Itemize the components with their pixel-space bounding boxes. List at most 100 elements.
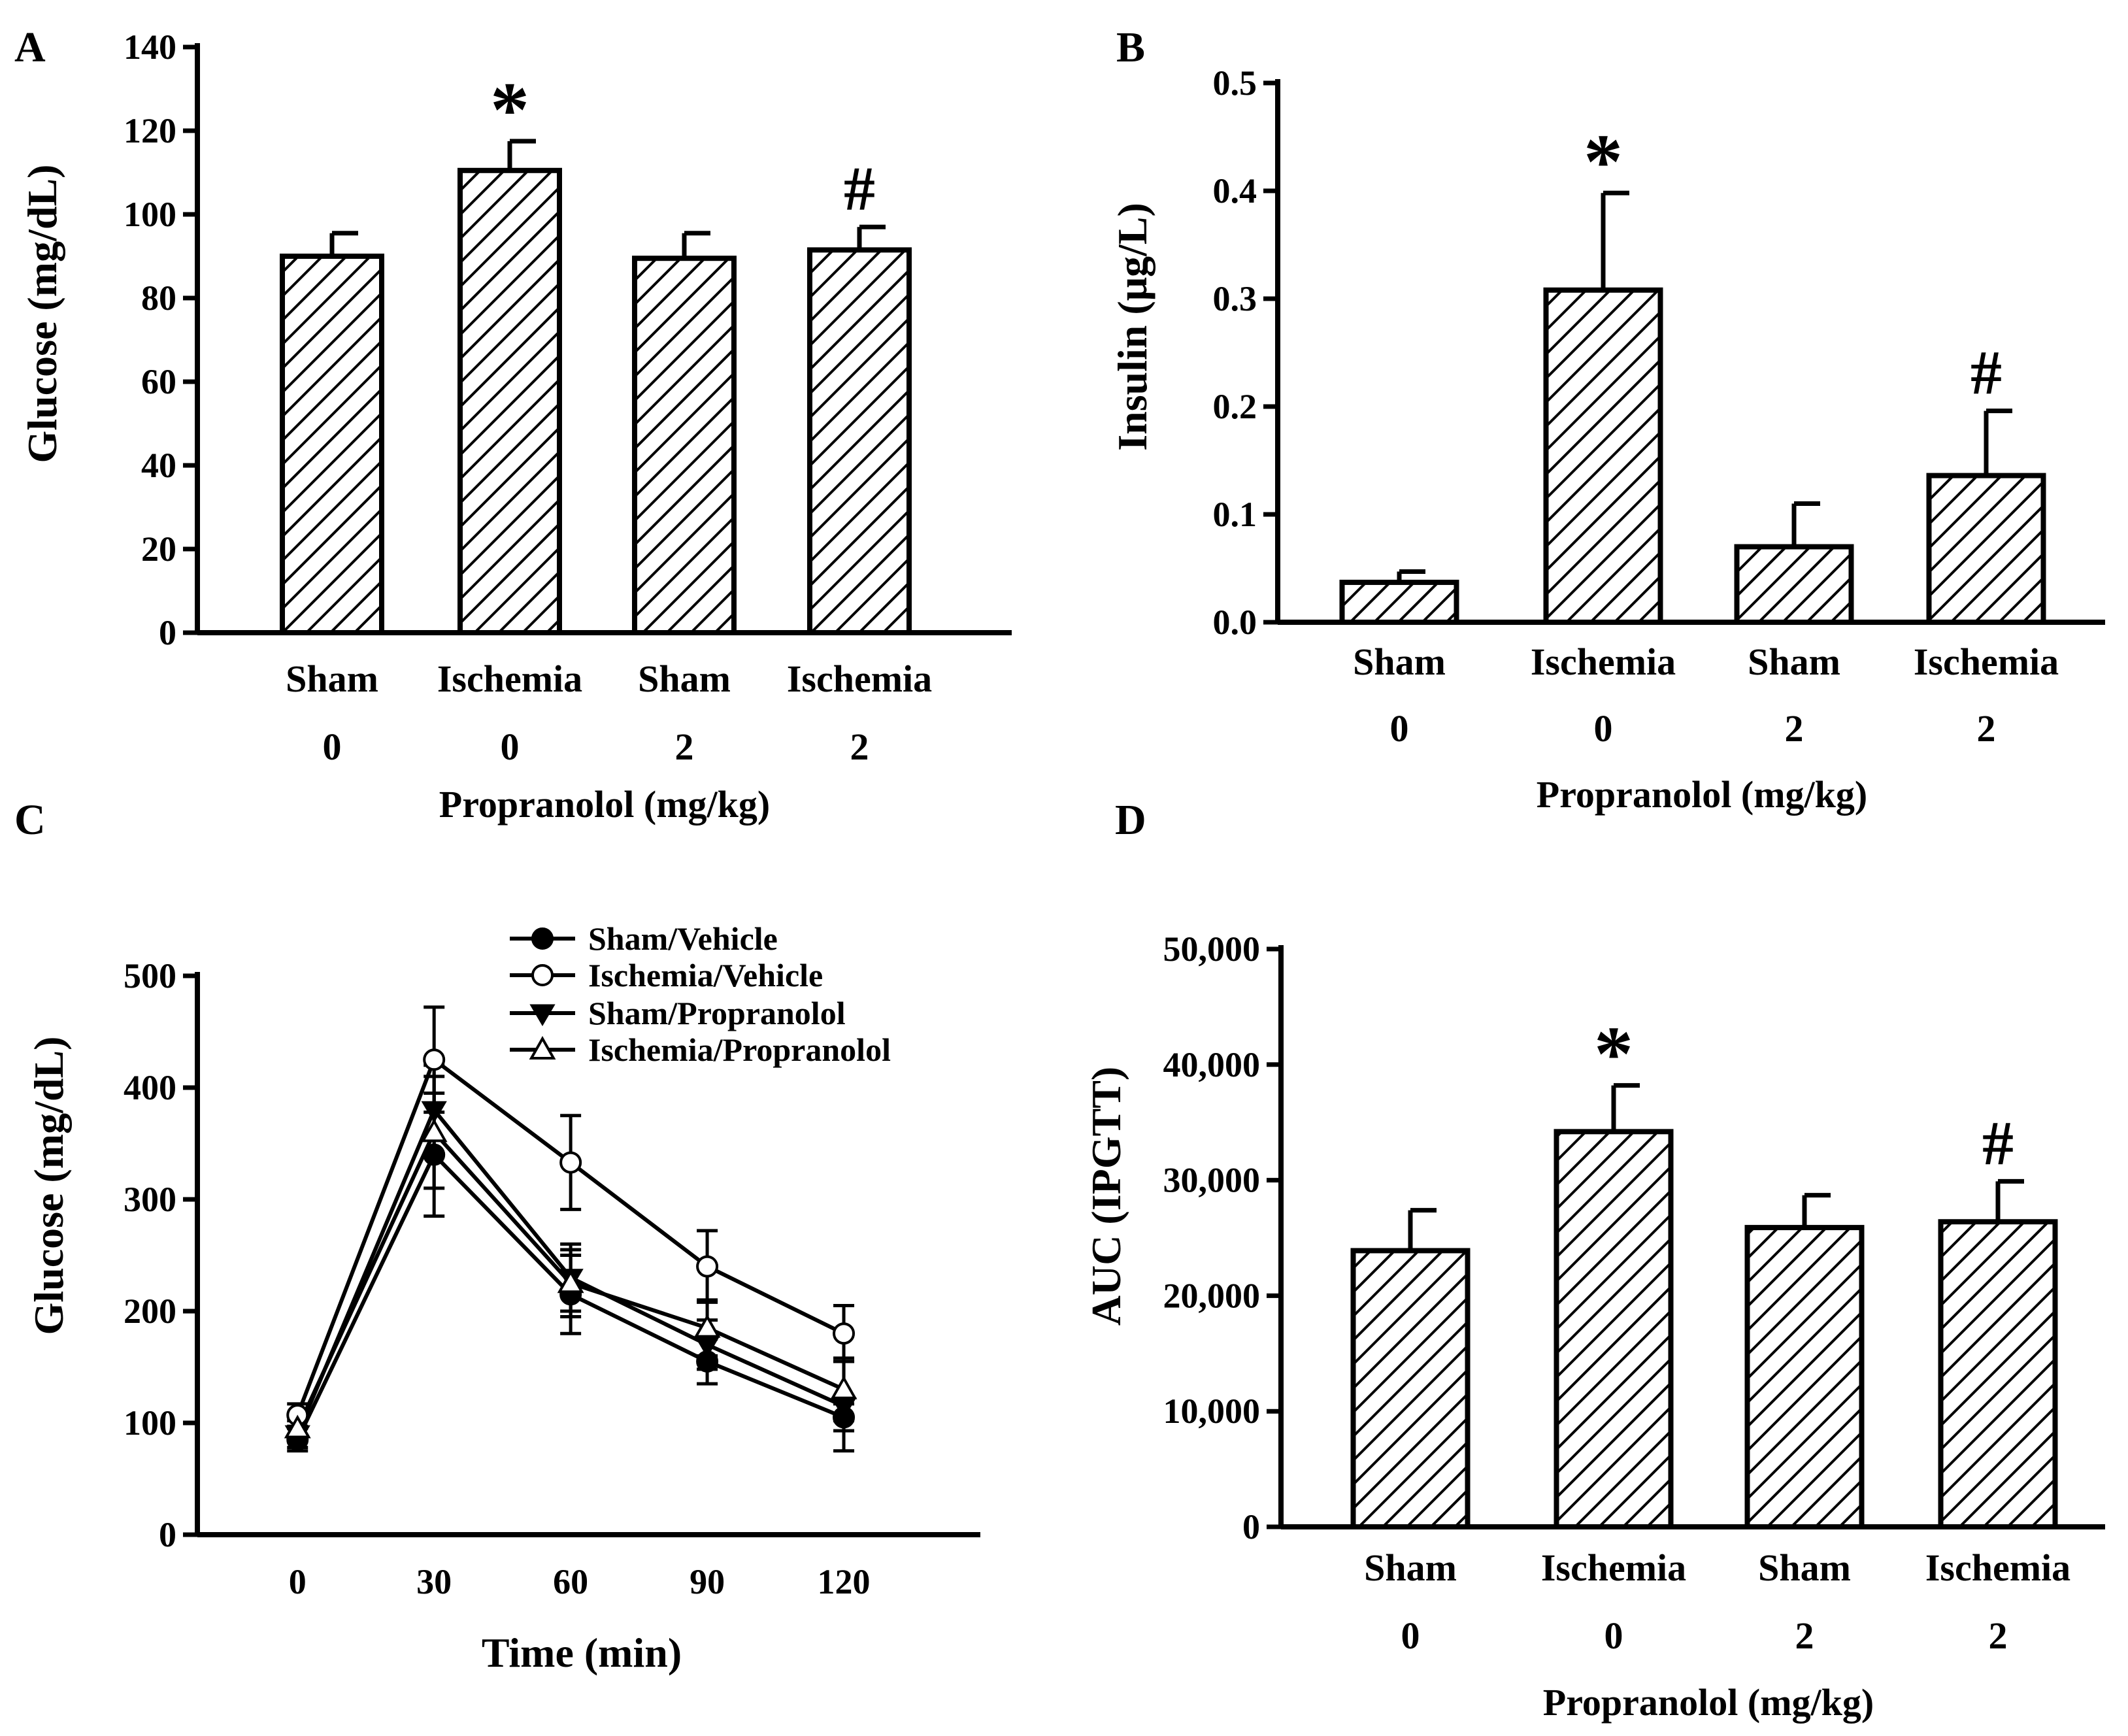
panel-d-category-label: Ischemia	[1925, 1546, 2070, 1589]
panel-c: C Glucose (mg/dL) Time (min) 0 100 200 300 4…	[14, 796, 980, 1676]
panel-a-bar	[457, 167, 562, 635]
panel-c-y-axis-label: Glucose (mg/dL)	[25, 1037, 72, 1335]
panel-c-legend-4-label: Ischemia/Propranolol	[588, 1031, 891, 1068]
panel-c-series-2-point	[559, 1151, 582, 1174]
panel-c-series-3-point	[421, 1101, 447, 1124]
panel-b-label: B	[1116, 24, 1145, 71]
panel-c-y-tick-label: 100	[124, 1403, 176, 1443]
panel-c-legend-1-label: Sham/Vehicle	[588, 920, 778, 957]
panel-a-y-tick-label: 120	[124, 111, 176, 150]
panel-c-y-tick-label: 300	[124, 1180, 176, 1219]
panel-a-category-label: Sham	[638, 658, 731, 700]
panel-d-category-label: Sham	[1758, 1546, 1851, 1589]
panel-d-bar	[1938, 1219, 2058, 1530]
panel-c-y-tick-label: 0	[159, 1515, 176, 1554]
panel-c-series-4-point	[830, 1375, 857, 1399]
panel-c-legend-3-marker	[529, 1004, 556, 1026]
panel-d-dose-label: 0	[1604, 1614, 1623, 1657]
panel-d-y-tick-label: 20,000	[1163, 1276, 1261, 1315]
panel-b-bar	[1543, 287, 1663, 625]
panel-c-y-tick-label: 400	[124, 1068, 176, 1107]
panel-b-y-axis-label: Insulin (μg/L)	[1109, 203, 1155, 451]
panel-a-dose-label: 2	[675, 726, 694, 768]
panel-c-legend-1-marker	[531, 927, 554, 950]
panel-d-category-label: Sham	[1364, 1546, 1457, 1589]
panel-b-bar	[1339, 579, 1459, 626]
panel-a-label: A	[14, 24, 46, 71]
panel-a-bar	[807, 247, 912, 635]
panel-a-y-tick-label: 100	[124, 195, 176, 234]
panel-a-y-tick-label: 20	[141, 529, 176, 569]
panel-d-dose-label: 2	[1989, 1614, 2008, 1657]
panel-b-dose-label: 2	[1785, 707, 1804, 750]
panel-b-y-tick-label: 0.1	[1213, 495, 1257, 534]
panel-d-dose-label: 2	[1795, 1614, 1814, 1657]
panel-c-x-tick-label: 90	[690, 1562, 725, 1601]
panel-d-y-tick-label: 0	[1242, 1507, 1260, 1546]
panel-a-significance-mark: *	[490, 66, 529, 153]
panel-b-y-tick-label: 0.4	[1213, 171, 1257, 210]
panel-b-y-tick-label: 0.3	[1213, 279, 1257, 318]
panel-d-bar	[1554, 1129, 1674, 1529]
panel-d-bar	[1350, 1248, 1471, 1529]
panel-d-x-axis-label: Propranolol (mg/kg)	[1543, 1681, 1874, 1724]
panel-b-x-axis-label: Propranolol (mg/kg)	[1537, 773, 1867, 816]
panel-d-bar	[1744, 1225, 1865, 1529]
panel-a: A Glucose (mg/dL) Propranolol (mg/kg) 0 2…	[14, 24, 1012, 826]
panel-c-series-4-point	[284, 1414, 311, 1439]
panel-b-bar	[1734, 544, 1854, 625]
panel-a-significance-mark: #	[844, 154, 875, 224]
panel-c-series-1-point	[423, 1143, 446, 1166]
panel-c-label: C	[14, 796, 46, 844]
panel-c-series-2-point	[833, 1322, 856, 1345]
panel-b-bar	[1926, 473, 2046, 625]
panel-c-series-2-point	[696, 1255, 719, 1278]
panel-c-x-tick-label: 30	[416, 1562, 452, 1601]
panel-b-category-label: Ischemia	[1531, 641, 1676, 683]
panel-b-dose-label: 2	[1977, 707, 1996, 750]
panel-d-significance-mark: *	[1594, 1010, 1633, 1097]
panel-b-significance-mark: *	[1584, 118, 1623, 205]
panel-c-legend-4-marker	[529, 1035, 556, 1060]
panel-d-y-tick-label: 10,000	[1163, 1392, 1261, 1431]
panel-a-y-axis-label: Glucose (mg/dL)	[19, 165, 65, 463]
panel-c-legend-2-marker	[531, 964, 554, 986]
panel-a-y-tick-label: 40	[141, 446, 176, 485]
panel-a-dose-label: 2	[850, 726, 869, 768]
panel-b-category-label: Sham	[1748, 641, 1840, 683]
panel-a-y-tick-label: 60	[141, 362, 176, 401]
panel-d-label: D	[1115, 796, 1146, 844]
panel-b-category-label: Ischemia	[1914, 641, 2059, 683]
panel-d-y-tick-label: 40,000	[1163, 1045, 1261, 1084]
panel-d-category-label: Ischemia	[1541, 1546, 1686, 1589]
panel-a-dose-label: 0	[501, 726, 520, 768]
panel-b-y-tick-label: 0.0	[1213, 603, 1257, 642]
panel-d-dose-label: 0	[1401, 1614, 1420, 1657]
panel-c-x-axis-label: Time (min)	[482, 1629, 682, 1676]
panel-d-y-tick-label: 50,000	[1163, 929, 1261, 969]
panel-b-significance-mark: #	[1970, 338, 2002, 408]
panel-d-y-axis-label: AUC (IPGTT)	[1083, 1067, 1129, 1326]
panel-b-category-label: Sham	[1353, 641, 1446, 683]
panel-c-x-tick-label: 120	[818, 1562, 871, 1601]
panel-c-series-4-point	[693, 1314, 721, 1338]
panel-a-dose-label: 0	[323, 726, 342, 768]
panel-b-dose-label: 0	[1594, 707, 1613, 750]
panel-a-bar	[632, 256, 737, 635]
panel-c-y-tick-label: 200	[124, 1292, 176, 1331]
panel-a-y-tick-label: 0	[159, 613, 176, 652]
panel-a-y-tick-label: 80	[141, 278, 176, 318]
panel-c-series-2-point	[423, 1048, 446, 1071]
panel-c-y-tick-label: 500	[124, 956, 176, 995]
panel-d: D AUC (IPGTT) Propranolol (mg/kg) 0 10,00…	[1083, 796, 2105, 1724]
panel-a-category-label: Ischemia	[787, 658, 932, 700]
panel-b-y-tick-label: 0.5	[1213, 63, 1257, 103]
panel-d-y-tick-label: 30,000	[1163, 1161, 1261, 1200]
panel-b: B Insulin (μg/L) Propranolol (mg/kg) 0.0…	[1109, 24, 2105, 816]
panel-c-legend-2-label: Ischemia/Vehicle	[588, 957, 823, 993]
panel-a-category-label: Sham	[286, 658, 378, 700]
panel-a-x-axis-label: Propranolol (mg/kg)	[439, 783, 770, 826]
panel-d-significance-mark: #	[1982, 1108, 2014, 1178]
panel-a-y-tick-label: 140	[124, 27, 176, 67]
